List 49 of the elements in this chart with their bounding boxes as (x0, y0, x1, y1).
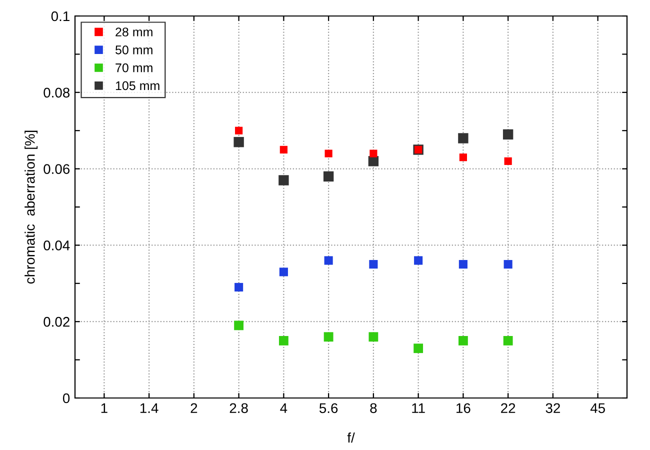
x-tick-label: 11 (412, 403, 425, 413)
y-axis-title: chromatic aberration [%] (24, 130, 38, 284)
point (324, 150, 332, 158)
point (458, 260, 468, 269)
point (323, 171, 334, 182)
point (234, 320, 244, 330)
x-tick-label: 1.4 (140, 403, 158, 413)
legend-label: 28 mm (116, 28, 152, 36)
y-tick-label: 0.08 (44, 88, 70, 98)
point (235, 126, 243, 134)
y-tick-label: 0.02 (44, 316, 70, 327)
x-tick-label: 4 (280, 403, 288, 413)
point (234, 282, 244, 292)
point (279, 268, 288, 276)
legend-label: 70 mm (116, 63, 152, 72)
y-tick-label: 0 (62, 393, 70, 404)
point (324, 332, 334, 342)
point (370, 150, 378, 158)
legend-label: 105 mm (116, 81, 160, 90)
point (278, 175, 289, 186)
point (503, 336, 513, 346)
point (414, 344, 424, 354)
x-tick-label: 2 (190, 403, 198, 413)
point (280, 146, 288, 154)
point (369, 260, 378, 269)
point (278, 336, 288, 346)
x-tick-label: 16 (456, 403, 470, 414)
point (234, 136, 244, 148)
x-tick-label: 2.8 (230, 403, 248, 414)
x-tick-label: 32 (546, 403, 560, 414)
point (324, 256, 333, 265)
x-tick-label: 22 (501, 403, 516, 413)
x-tick-label: 1 (101, 403, 108, 413)
x-tick-label: 45 (590, 403, 605, 414)
x-tick-label: 5.6 (319, 403, 338, 414)
point (504, 157, 512, 165)
point (502, 129, 514, 140)
legend-label: 50 mm (116, 45, 152, 54)
x-tick-label: 8 (370, 403, 377, 414)
y-tick-label: 0.1 (51, 11, 70, 22)
point (414, 256, 423, 265)
point (504, 260, 512, 269)
point (368, 332, 378, 342)
point (458, 336, 468, 346)
y-tick-label: 0.04 (44, 240, 70, 250)
y-tick-label: 0.06 (44, 164, 70, 174)
point (458, 133, 468, 144)
point (459, 154, 467, 162)
x-axis-title: f/ (347, 432, 355, 443)
